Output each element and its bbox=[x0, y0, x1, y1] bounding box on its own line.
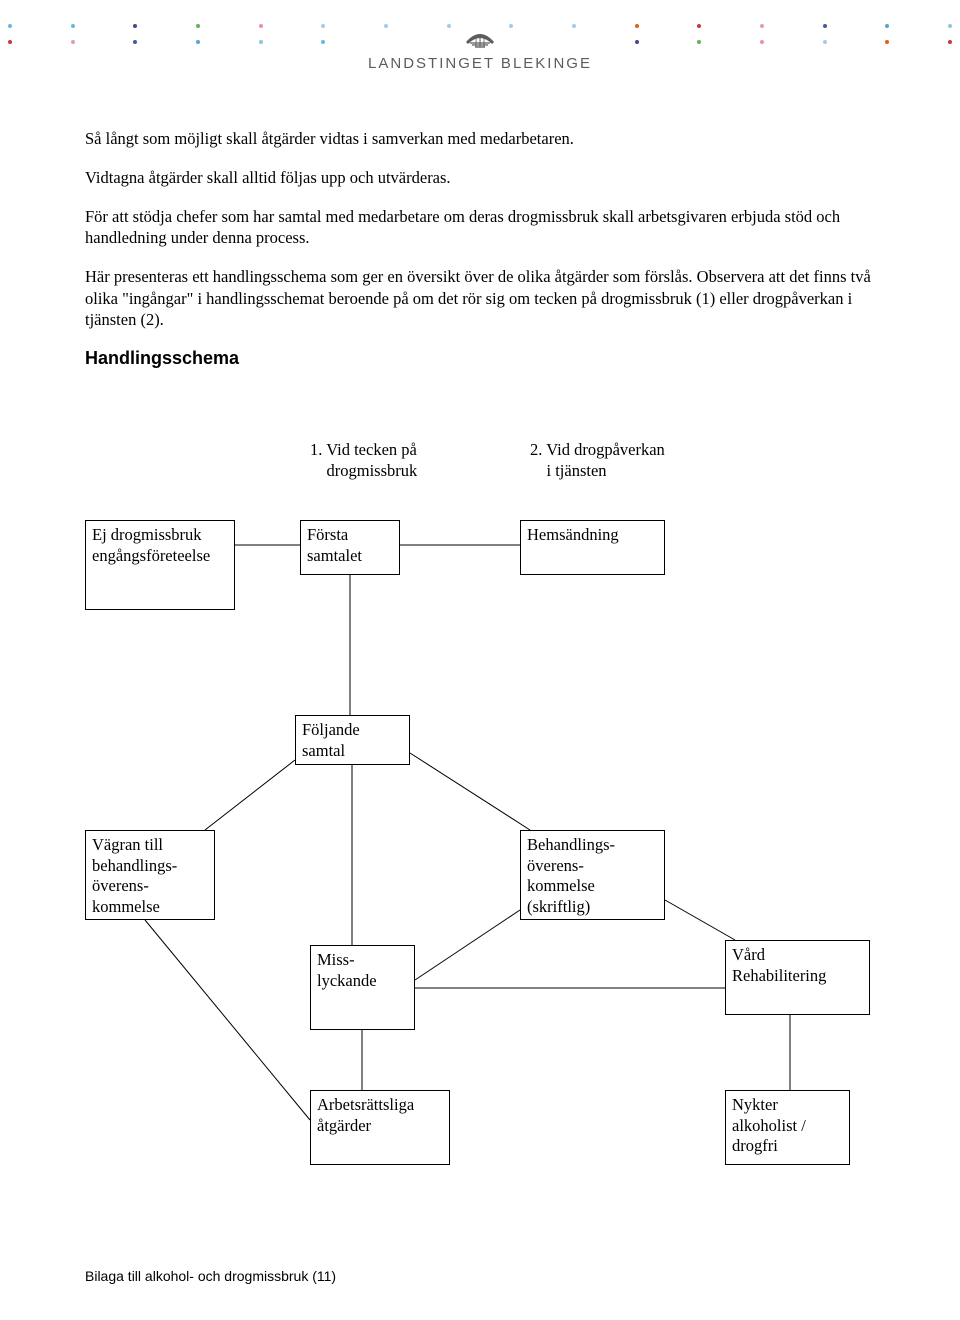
paragraph-2: Vidtagna åtgärder skall alltid följas up… bbox=[85, 167, 875, 188]
header-dot bbox=[71, 40, 75, 44]
header-dot bbox=[697, 40, 701, 44]
header-dot bbox=[823, 24, 827, 28]
org-name: LANDSTINGET BLEKINGE bbox=[368, 55, 592, 72]
header-dot bbox=[321, 40, 325, 44]
header-dot bbox=[133, 40, 137, 44]
flow-node-n_hems: Hemsändning bbox=[520, 520, 665, 575]
entry-label-2: 2. Vid drogpåverkan i tjänsten bbox=[530, 440, 665, 481]
content-area: Så långt som möjligt skall åtgärder vidt… bbox=[85, 128, 875, 405]
flow-node-n_folj: Följande samtal bbox=[295, 715, 410, 765]
header-dot bbox=[259, 40, 263, 44]
header-dot bbox=[196, 40, 200, 44]
flow-node-n_behand: Behandlings- överens- kommelse (skriftli… bbox=[520, 830, 665, 920]
header-dot bbox=[697, 24, 701, 28]
paragraph-4: Här presenteras ett handlingsschema som … bbox=[85, 266, 875, 329]
header-dot bbox=[71, 24, 75, 28]
paragraph-3: För att stödja chefer som har samtal med… bbox=[85, 206, 875, 248]
paragraph-1: Så långt som möjligt skall åtgärder vidt… bbox=[85, 128, 875, 149]
flow-node-n_nykter: Nykter alkoholist / drogfri bbox=[725, 1090, 850, 1165]
header-dot bbox=[760, 40, 764, 44]
flow-node-n_ej: Ej drogmissbruk engångsföreteelse bbox=[85, 520, 235, 610]
header-dot bbox=[823, 40, 827, 44]
entry-label-1: 1. Vid tecken på drogmissbruk bbox=[310, 440, 417, 481]
header-dot bbox=[509, 24, 513, 28]
dots-row-1 bbox=[0, 24, 960, 28]
header-dot bbox=[259, 24, 263, 28]
footer-text: Bilaga till alkohol- och drogmissbruk (1… bbox=[85, 1268, 336, 1284]
header-dot bbox=[635, 40, 639, 44]
flow-node-n_arbets: Arbetsrättsliga åtgärder bbox=[310, 1090, 450, 1165]
flow-node-n_vagran: Vägran till behandlings- överens- kommel… bbox=[85, 830, 215, 920]
org-logo: LANDSTINGET BLEKINGE bbox=[348, 30, 612, 73]
section-heading: Handlingsschema bbox=[85, 348, 875, 369]
header-dot bbox=[8, 40, 12, 44]
header-decoration: LANDSTINGET BLEKINGE bbox=[0, 20, 960, 60]
header-dot bbox=[635, 24, 639, 28]
flow-node-n_miss: Miss- lyckande bbox=[310, 945, 415, 1030]
header-dot bbox=[885, 24, 889, 28]
logo-icon bbox=[462, 30, 498, 53]
header-dot bbox=[885, 40, 889, 44]
header-dot bbox=[321, 24, 325, 28]
header-dot bbox=[133, 24, 137, 28]
flow-node-n_forsta: Första samtalet bbox=[300, 520, 400, 575]
header-dot bbox=[572, 24, 576, 28]
header-dot bbox=[384, 24, 388, 28]
flow-node-n_vard: Vård Rehabilitering bbox=[725, 940, 870, 1015]
header-dot bbox=[196, 24, 200, 28]
header-dot bbox=[760, 24, 764, 28]
header-dot bbox=[948, 24, 952, 28]
header-dot bbox=[8, 24, 12, 28]
header-dot bbox=[447, 24, 451, 28]
flowchart: 1. Vid tecken på drogmissbruk 2. Vid dro… bbox=[85, 440, 885, 1220]
header-dot bbox=[948, 40, 952, 44]
